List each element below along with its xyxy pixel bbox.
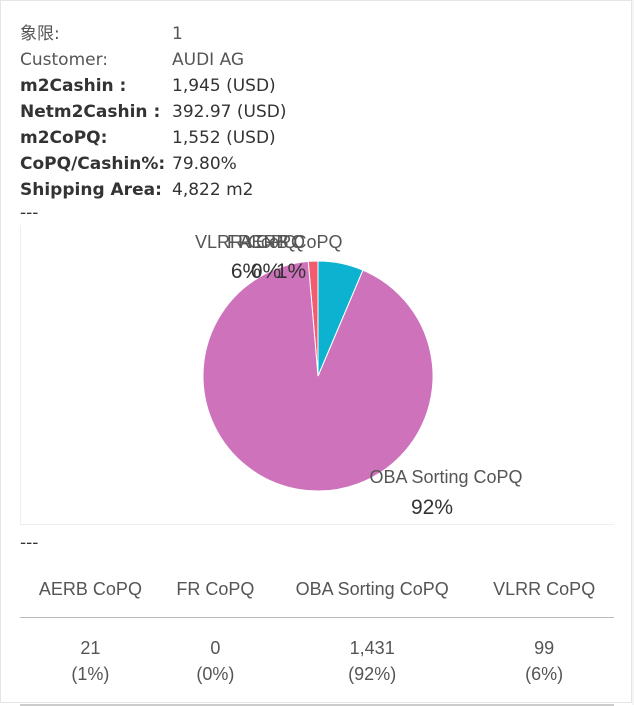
info-key: Customer: [20, 50, 109, 70]
info-value: 4,822 m2 [172, 180, 254, 200]
cell-value: 99 [534, 638, 555, 658]
slice-label-name: VLRR CoPQ [195, 232, 297, 252]
slice-label-percent: 0% [251, 260, 281, 283]
table-header: OBA Sorting CoPQ [270, 561, 475, 618]
info-row-copq-ratio: CoPQ/Cashin%: 79.80% [20, 151, 286, 177]
info-value: 1,552 (USD) [172, 128, 276, 148]
info-key: Netm2Cashin : [20, 102, 161, 122]
info-key: m2Cashin : [20, 76, 127, 96]
info-value: 79.80% [172, 154, 237, 174]
pie-slice-3[interactable] [317, 260, 364, 377]
cell-value: 0 [210, 638, 221, 658]
cell-value: 21 [80, 638, 101, 658]
table-cell: 0 (0%) [160, 617, 270, 706]
info-key: CoPQ/Cashin%: [20, 154, 166, 174]
slice-label-percent: 6% [231, 260, 261, 283]
slice-label-percent: 1% [276, 260, 306, 283]
pie-chart: AERB CoPQ 1% FR CoPQ 0% OBA Sorting CoPQ 92% V… [195, 232, 523, 519]
scrollbar-edge [632, 0, 634, 705]
table-row: 21 (1%) 0 (0%) 1,431 (92%) 99 (6%) [20, 617, 614, 706]
info-key: m2CoPQ: [20, 128, 108, 148]
info-row-m2cashin: m2Cashin : 1,945 (USD) [20, 73, 286, 99]
info-value: 1 [172, 24, 183, 44]
table-header: FR CoPQ [160, 561, 270, 618]
table-header: VLRR CoPQ [474, 561, 614, 618]
info-key: 象限: [20, 24, 60, 44]
info-value: 392.97 (USD) [172, 102, 287, 122]
cell-value: 1,431 [349, 638, 395, 658]
cell-percent: (0%) [196, 664, 235, 684]
pie-slice-2[interactable] [202, 260, 434, 492]
info-key: Shipping Area: [20, 180, 162, 200]
info-row-m2copq: m2CoPQ: 1,552 (USD) [20, 125, 286, 151]
info-row-netm2cashin: Netm2Cashin : 392.97 (USD) [20, 99, 286, 125]
info-row-quadrant: 象限: 1 [20, 21, 286, 47]
pie-chart-area: AERB CoPQ 1% FR CoPQ 0% OBA Sorting CoPQ 92% V… [20, 225, 614, 525]
slice-label-name: FR CoPQ [227, 232, 305, 252]
slice-label-name: OBA Sorting CoPQ [369, 467, 522, 487]
table-header-row: AERB CoPQ FR CoPQ OBA Sorting CoPQ VLRR … [20, 561, 614, 618]
table-header: AERB CoPQ [20, 561, 161, 618]
separator-bottom: --- [20, 533, 39, 553]
info-value: AUDI AG [172, 50, 245, 70]
cell-percent: (1%) [71, 664, 110, 684]
info-value: 1,945 (USD) [172, 76, 276, 96]
cell-percent: (92%) [348, 664, 397, 684]
cell-percent: (6%) [525, 664, 564, 684]
breakdown-table: AERB CoPQ FR CoPQ OBA Sorting CoPQ VLRR … [20, 561, 614, 706]
info-row-shipping-area: Shipping Area: 4,822 m2 [20, 177, 286, 203]
table-cell: 1,431 (92%) [270, 617, 475, 706]
separator-top: --- [20, 203, 39, 223]
table-cell: 21 (1%) [20, 617, 161, 706]
info-block: 象限: 1 Customer: AUDI AG m2Cashin : 1,945… [20, 21, 286, 203]
slice-label-percent: 92% [411, 496, 453, 519]
slice-label-name: AERB CoPQ [239, 232, 342, 252]
info-row-customer: Customer: AUDI AG [20, 47, 286, 73]
table-cell: 99 (6%) [474, 617, 614, 706]
